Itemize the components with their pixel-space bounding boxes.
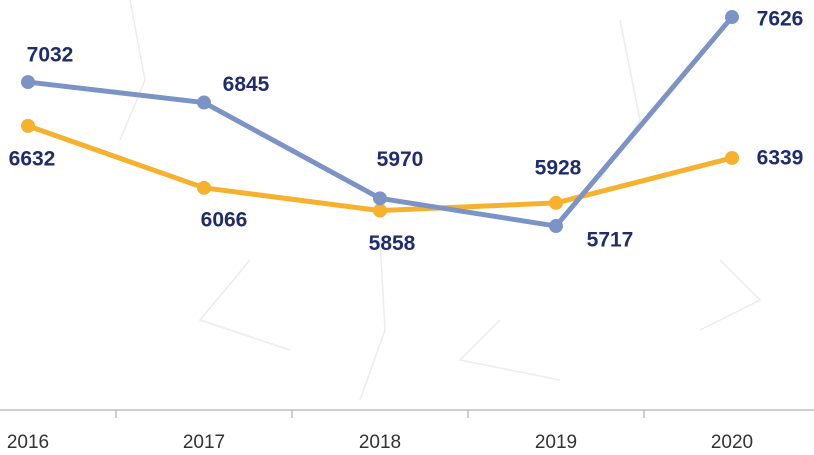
data-label: 5970 xyxy=(377,148,424,171)
data-point xyxy=(197,180,211,195)
data-label: 5928 xyxy=(535,156,582,179)
x-tick-label: 2019 xyxy=(535,432,577,453)
data-label: 5858 xyxy=(369,232,416,255)
x-tick-label: 2020 xyxy=(711,432,753,453)
data-point xyxy=(725,150,739,165)
data-label: 6339 xyxy=(757,146,804,169)
x-axis-ticks xyxy=(115,410,645,418)
data-point xyxy=(21,118,35,133)
x-tick-label: 2017 xyxy=(183,432,225,453)
x-tick-label: 2018 xyxy=(359,432,401,453)
data-label: 7032 xyxy=(27,44,74,67)
data-label: 5717 xyxy=(587,229,634,252)
data-point xyxy=(549,195,563,210)
data-point xyxy=(549,219,563,234)
data-point xyxy=(725,10,739,25)
data-point xyxy=(373,191,387,206)
x-tick-label: 2016 xyxy=(7,432,49,453)
background-pattern xyxy=(119,0,762,401)
data-label: 6845 xyxy=(223,73,270,96)
data-label: 7626 xyxy=(757,8,804,31)
data-label: 6066 xyxy=(201,208,248,231)
data-label: 6632 xyxy=(9,147,56,170)
data-point xyxy=(197,95,211,110)
data-point xyxy=(373,203,387,218)
data-point xyxy=(21,75,35,90)
